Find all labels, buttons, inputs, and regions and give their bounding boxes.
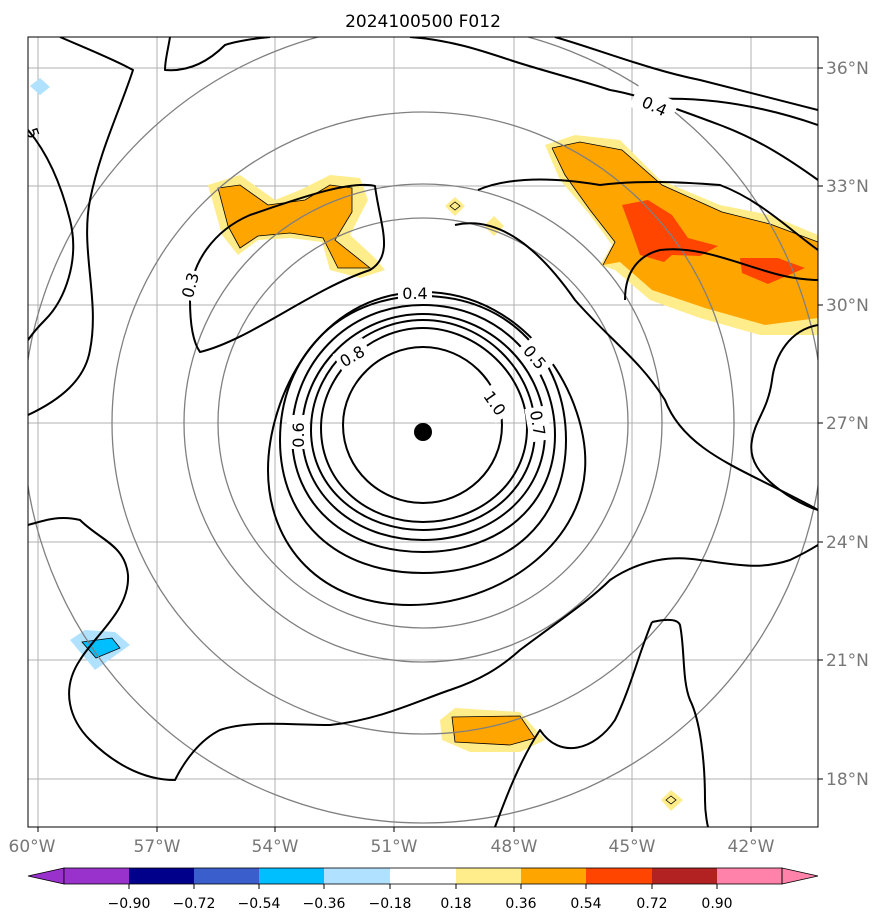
range-ring-outermost <box>28 37 818 824</box>
contour-top-left <box>164 37 271 72</box>
contour-label-0.7: 0.7 <box>526 409 549 437</box>
contour-se2 <box>494 621 653 827</box>
colorbar-label: 0.72 <box>636 896 667 912</box>
lon-label-45w: 45°W <box>609 837 656 857</box>
contour-label-0.4-inner: 0.4 <box>402 284 427 303</box>
lon-ticks <box>37 827 752 832</box>
lat-label-24n: 24°N <box>826 533 869 553</box>
contour-0.9 <box>320 327 528 523</box>
colorbar-label: −0.90 <box>108 896 151 912</box>
contour-west2 <box>28 37 134 416</box>
colorbar-label: 0.54 <box>570 896 601 912</box>
shade-s-054 <box>452 716 535 745</box>
colorbar-bin <box>456 868 521 884</box>
colorbar-ticks <box>128 884 718 889</box>
colorbar-bin <box>259 868 324 884</box>
contour-0.4-right <box>477 178 818 251</box>
shade-ne-054 <box>552 142 818 325</box>
map-panel: 0.4 0.4 0.3 0.8 0.5 1.0 0.7 0.6 5 <box>9 36 869 857</box>
colorbar-tick-labels: −0.90 −0.72 −0.54 −0.36 −0.18 0.18 0.36 … <box>108 896 733 912</box>
range-ring-inner <box>217 217 629 629</box>
contour-right-arc <box>750 324 818 511</box>
colorbar-bin <box>64 868 129 884</box>
lon-labels: 60°W 57°W 54°W 51°W 48°W 45°W 42°W <box>9 837 775 857</box>
contour-0.7 <box>301 313 546 541</box>
figure-title: 2024100500 F012 <box>345 12 501 32</box>
lon-label-51w: 51°W <box>371 837 418 857</box>
shade-ne-072-b <box>740 258 805 284</box>
colorbar-frame <box>63 867 783 885</box>
colorbar: −0.90 −0.72 −0.54 −0.36 −0.18 0.18 0.36 … <box>27 867 819 912</box>
colorbar-bin <box>390 868 456 884</box>
shade-neg-nw-018 <box>30 78 50 95</box>
lat-label-21n: 21°N <box>826 651 869 671</box>
colorbar-bin <box>586 868 652 884</box>
contour-se <box>651 618 709 827</box>
bold-contours <box>28 37 818 827</box>
contour-0.8 <box>310 319 536 531</box>
shade-nw-054 <box>218 185 370 268</box>
lat-ticks <box>818 67 823 780</box>
colorbar-bin <box>194 868 259 884</box>
colorbar-extend-high <box>781 867 819 885</box>
lat-label-27n: 27°N <box>826 414 869 434</box>
lat-labels: 36°N 33°N 30°N 27°N 24°N 21°N 18°N <box>826 59 869 790</box>
lat-label-36n: 36°N <box>826 59 869 79</box>
shade-blob-b <box>484 216 504 236</box>
lon-label-54w: 54°W <box>252 837 299 857</box>
lat-label-30n: 30°N <box>826 296 869 316</box>
contour-0.4-top2 <box>554 37 818 111</box>
contour-0.4-top <box>409 37 511 61</box>
contour-west <box>28 129 75 341</box>
storm-center-marker <box>414 423 432 441</box>
lon-label-42w: 42°W <box>728 837 775 857</box>
lat-label-18n: 18°N <box>826 770 869 790</box>
colorbar-bin <box>652 868 717 884</box>
colorbar-bin <box>324 868 390 884</box>
colorbar-extend-low <box>27 867 65 885</box>
contour-0.4-inner <box>267 291 587 606</box>
colorbar-label: 0.90 <box>701 896 732 912</box>
colorbar-label: −0.54 <box>238 896 281 912</box>
contour-label-0.6: 0.6 <box>289 422 308 447</box>
shade-ne-072-a <box>622 200 718 262</box>
map-frame <box>27 36 819 828</box>
colorbar-label: −0.72 <box>173 896 216 912</box>
range-ring-outer <box>111 111 735 735</box>
colorbar-bin <box>717 868 782 884</box>
lon-label-48w: 48°W <box>491 837 538 857</box>
lon-label-57w: 57°W <box>134 837 181 857</box>
contour-0.4-ne <box>624 248 818 301</box>
colorbar-label: −0.18 <box>369 896 412 912</box>
range-rings <box>28 37 818 824</box>
colorbar-label: 0.36 <box>505 896 536 912</box>
lon-label-60w: 60°W <box>9 837 56 857</box>
shade-blob-a <box>445 197 465 216</box>
range-ring-middle <box>183 183 663 663</box>
colorbar-bin <box>521 868 586 884</box>
colorbar-label: 0.18 <box>440 896 471 912</box>
colorbar-bin <box>129 868 194 884</box>
shade-blob-c <box>661 790 683 811</box>
lat-label-33n: 33°N <box>826 177 869 197</box>
contour-south <box>28 516 818 781</box>
colorbar-label: −0.36 <box>303 896 346 912</box>
